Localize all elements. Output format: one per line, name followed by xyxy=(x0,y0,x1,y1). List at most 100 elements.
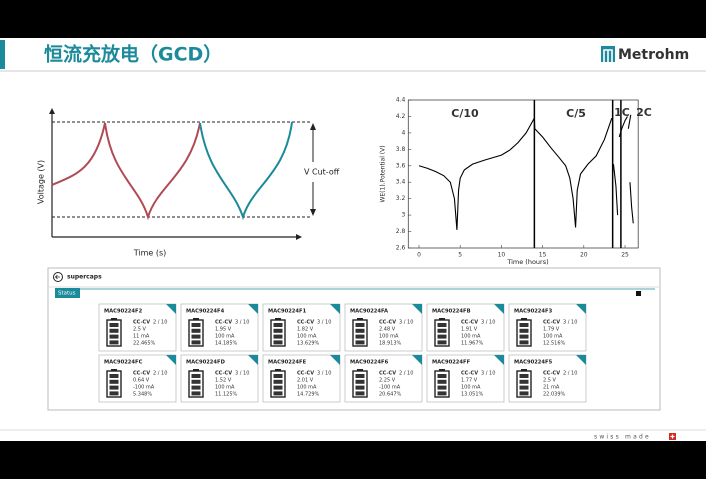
card-charge: 18.913% xyxy=(379,341,401,347)
card-charge: 13.051% xyxy=(461,392,483,398)
card-corner xyxy=(412,304,422,314)
card-mode: CC-CV xyxy=(543,320,560,326)
battery-cap xyxy=(193,318,199,320)
card-cycle: 2 / 10 xyxy=(563,371,577,377)
battery-cell xyxy=(437,385,447,390)
battery-cell xyxy=(109,374,119,378)
battery-cap xyxy=(357,369,363,371)
rate-annotation: C/5 xyxy=(566,107,586,120)
card-mode: CC-CV xyxy=(461,320,478,326)
battery-cap xyxy=(275,369,281,371)
card-name: MAC90224FD xyxy=(186,360,226,366)
card-name: MAC90224F5 xyxy=(514,360,553,366)
battery-cell xyxy=(355,385,365,390)
battery-cell xyxy=(437,391,447,396)
status-tab[interactable] xyxy=(55,288,80,298)
card-current: 100 mA xyxy=(297,334,317,340)
card-mode: CC-CV xyxy=(215,320,232,326)
battery-cell xyxy=(109,391,119,396)
battery-body xyxy=(516,319,532,347)
battery-cell xyxy=(273,391,283,396)
x-tick-label: 25 xyxy=(621,252,629,259)
card-charge: 22.465% xyxy=(133,341,155,347)
battery-cell xyxy=(191,374,201,378)
battery-cell xyxy=(519,328,529,333)
card-cycle: 3 / 10 xyxy=(235,320,249,326)
card-corner xyxy=(248,304,258,314)
battery-cell xyxy=(273,374,283,378)
battery-cell xyxy=(355,328,365,333)
card-charge: 12.516% xyxy=(543,341,565,347)
card-current: 100 mA xyxy=(215,385,235,391)
card-corner xyxy=(330,304,340,314)
card-mode: CC-CV xyxy=(461,371,478,377)
card-voltage: 1.82 V xyxy=(297,327,314,333)
card-mode: CC-CV xyxy=(133,371,150,377)
battery-cell xyxy=(519,374,529,378)
battery-body xyxy=(352,319,368,347)
battery-cell xyxy=(519,323,529,327)
battery-cell xyxy=(273,340,283,345)
y-tick-label: 3.8 xyxy=(396,146,406,153)
card-charge: 22.039% xyxy=(543,392,565,398)
battery-body xyxy=(270,319,286,347)
slide-title: 恒流充放电（GCD） xyxy=(44,43,222,66)
y-tick-label: 4 xyxy=(401,129,405,136)
card-cycle: 2 / 10 xyxy=(153,320,167,326)
card-current: -100 mA xyxy=(379,385,401,391)
battery-cap xyxy=(357,318,363,320)
card-current: 21 mA xyxy=(543,385,560,391)
card-name: MAC90224FF xyxy=(432,360,471,366)
card-cycle: 2 / 10 xyxy=(153,371,167,377)
card-mode: CC-CV xyxy=(297,320,314,326)
channel-card[interactable]: MAC90224F6 CC-CV 2 / 102.25 V-100 mA20.647… xyxy=(344,354,423,403)
battery-cell xyxy=(109,385,119,390)
card-voltage: 2.48 V xyxy=(379,327,396,333)
card-voltage: 1.91 V xyxy=(461,327,478,333)
battery-cell xyxy=(191,391,201,396)
diagram-x-label: Time (s) xyxy=(133,249,167,258)
stop-button[interactable] xyxy=(636,291,641,296)
card-corner xyxy=(494,304,504,314)
battery-cell xyxy=(519,340,529,345)
y-tick-label: 3 xyxy=(401,212,405,219)
battery-cell xyxy=(437,334,447,339)
battery-body xyxy=(352,370,368,398)
back-button[interactable] xyxy=(53,272,63,282)
battery-body xyxy=(188,319,204,347)
channel-card[interactable]: MAC90224FC CC-CV 2 / 100.64 V-100 mA5.348% xyxy=(98,354,177,403)
battery-cell xyxy=(437,340,447,345)
battery-body xyxy=(516,370,532,398)
card-mode: CC-CV xyxy=(543,371,560,377)
battery-body xyxy=(434,370,450,398)
diagram xyxy=(49,108,316,240)
battery-cell xyxy=(191,340,201,345)
battery-cap xyxy=(439,369,445,371)
card-corner xyxy=(330,355,340,365)
battery-cap xyxy=(111,318,117,320)
battery-cell xyxy=(191,379,201,384)
battery-body xyxy=(270,370,286,398)
battery-cap xyxy=(521,369,527,371)
card-cycle: 3 / 10 xyxy=(481,320,495,326)
battery-body xyxy=(434,319,450,347)
battery-body xyxy=(188,370,204,398)
card-name: MAC90224FA xyxy=(350,309,388,315)
card-mode: CC-CV xyxy=(297,371,314,377)
potential-line xyxy=(418,114,634,230)
card-cycle: 3 / 10 xyxy=(317,371,331,377)
battery-cap xyxy=(275,318,281,320)
card-voltage: 2.01 V xyxy=(297,378,314,384)
rate-annotation: 1C xyxy=(614,106,630,119)
battery-cell xyxy=(355,340,365,345)
